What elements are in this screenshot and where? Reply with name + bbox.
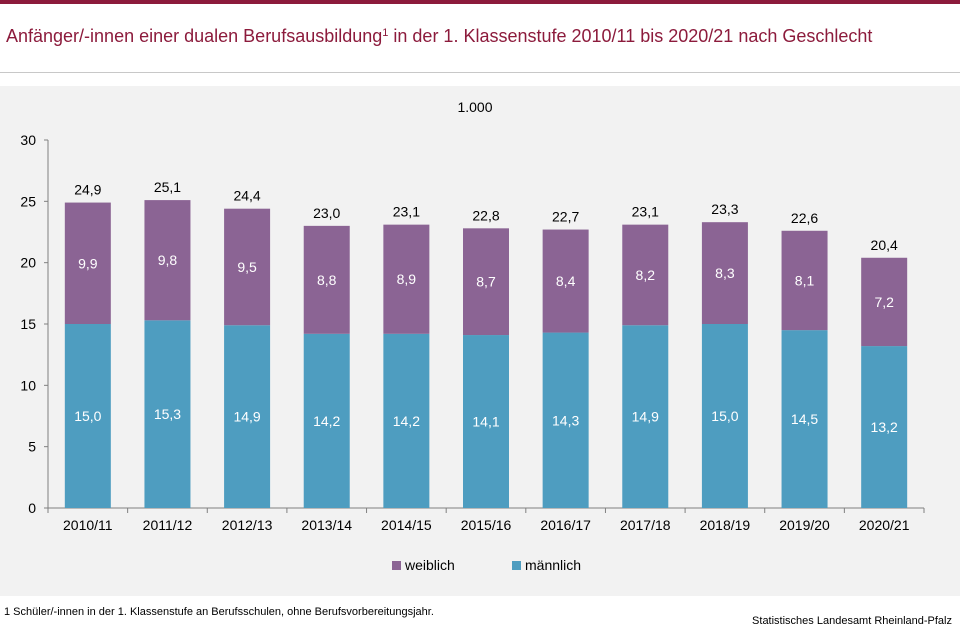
bar-maennlich (861, 346, 908, 508)
title-rest: in der 1. Klassenstufe 2010/11 bis 2020/… (388, 26, 873, 46)
bar-maennlich (463, 335, 509, 508)
data-label-weiblich: 8,9 (397, 271, 417, 287)
data-label-total: 22,8 (472, 207, 499, 223)
y-tick-label: 0 (28, 500, 36, 516)
y-tick-label: 20 (20, 255, 36, 271)
data-label-total: 22,6 (791, 210, 818, 226)
x-tick-label: 2016/17 (540, 517, 591, 533)
title-divider (0, 72, 960, 73)
bar-weiblich (144, 200, 191, 321)
bar-maennlich (144, 320, 191, 508)
data-label-maennlich: 14,2 (313, 413, 340, 429)
source-credit: Statistisches Landesamt Rheinland-Pfalz (752, 615, 952, 627)
stacked-bar-chart: 1.000 0 5 10 15 20 25 30 15,0 9,9 24,9 2010/11 15,3 9… (20, 99, 925, 573)
y-unit-label: 1.000 (457, 99, 492, 115)
data-label-weiblich: 8,3 (715, 265, 735, 281)
data-label-maennlich: 14,5 (791, 411, 818, 427)
data-label-maennlich: 14,2 (393, 413, 420, 429)
y-tick-label: 30 (20, 132, 36, 148)
bar-weiblich (622, 224, 669, 326)
top-accent-bar (0, 0, 960, 4)
bar-weiblich (861, 257, 908, 347)
data-label-maennlich: 14,9 (233, 409, 260, 425)
bar-weiblich (224, 208, 271, 326)
x-tick-label: 2010/11 (63, 517, 113, 533)
data-label-total: 24,9 (74, 182, 101, 198)
data-label-maennlich: 13,2 (871, 419, 898, 435)
data-label-weiblich: 8,2 (636, 267, 656, 283)
data-label-weiblich: 8,8 (317, 272, 337, 288)
bar-maennlich (622, 325, 669, 508)
title-footnote-marker: 1 (382, 27, 389, 39)
data-label-maennlich: 15,0 (711, 408, 738, 424)
data-label-maennlich: 14,3 (552, 412, 579, 428)
footnote-text: Schüler/-innen in der 1. Klassenstufe an… (10, 606, 434, 618)
bar-weiblich (303, 225, 350, 334)
data-label-total: 23,1 (393, 204, 420, 220)
data-label-weiblich: 8,7 (476, 274, 496, 290)
data-label-total: 22,7 (552, 209, 579, 225)
bar-maennlich (303, 333, 350, 508)
x-tick-label: 2020/21 (859, 517, 910, 533)
bar-weiblich (701, 222, 748, 324)
x-tick-label: 2011/12 (143, 517, 193, 533)
bar-weiblich (463, 228, 509, 336)
x-tick-label: 2018/19 (700, 517, 751, 533)
data-label-weiblich: 9,8 (158, 252, 178, 268)
data-label-total: 23,0 (313, 205, 340, 221)
bar-maennlich (224, 325, 271, 508)
data-label-total: 24,4 (233, 188, 260, 204)
bar-maennlich (64, 324, 111, 508)
bar-weiblich (781, 230, 828, 331)
legend-label-maennlich: männlich (525, 557, 581, 573)
x-tick-label: 2014/15 (381, 517, 432, 533)
chart-panel: 1.000 0 5 10 15 20 25 30 15,0 9,9 24,9 2010/11 15,3 9… (0, 86, 960, 596)
x-tick-label: 2019/20 (779, 517, 830, 533)
data-label-total: 23,1 (632, 204, 659, 220)
footnote: 1 Schüler/-innen in der 1. Klassenstufe … (4, 606, 434, 618)
legend-swatch-maennlich (512, 561, 521, 570)
y-tick-label: 25 (20, 193, 36, 209)
y-tick-label: 10 (20, 377, 36, 393)
data-label-maennlich: 14,9 (632, 409, 659, 425)
data-label-maennlich: 15,3 (154, 406, 181, 422)
data-label-total: 23,3 (711, 201, 738, 217)
x-tick-label: 2012/13 (222, 517, 273, 533)
chart-title: Anfänger/-innen einer dualen Berufsausbi… (6, 26, 872, 47)
bar-maennlich (781, 330, 828, 508)
footnote-marker: 1 (4, 606, 11, 618)
data-label-weiblich: 8,1 (795, 272, 815, 288)
x-tick-label: 2015/16 (461, 517, 512, 533)
x-tick-label: 2017/18 (620, 517, 671, 533)
data-label-total: 25,1 (154, 179, 181, 195)
data-label-maennlich: 14,1 (472, 414, 499, 430)
data-label-weiblich: 9,9 (78, 255, 98, 271)
data-label-weiblich: 7,2 (874, 294, 894, 310)
bar-maennlich (542, 332, 589, 508)
bar-maennlich (701, 324, 748, 508)
data-label-maennlich: 15,0 (74, 408, 101, 424)
x-tick-label: 2013/14 (301, 517, 352, 533)
y-tick-label: 5 (28, 439, 36, 455)
data-label-weiblich: 8,4 (556, 273, 576, 289)
bar-maennlich (383, 333, 430, 508)
bar-weiblich (383, 224, 430, 334)
legend-label-weiblich: weiblich (404, 557, 455, 573)
bar-weiblich (64, 202, 111, 324)
data-label-weiblich: 9,5 (237, 259, 257, 275)
legend-swatch-weiblich (392, 561, 401, 570)
data-label-total: 20,4 (871, 237, 898, 253)
title-main: Anfänger/-innen einer dualen Berufsausbi… (6, 26, 383, 46)
y-tick-label: 15 (20, 316, 36, 332)
bar-weiblich (542, 229, 589, 333)
